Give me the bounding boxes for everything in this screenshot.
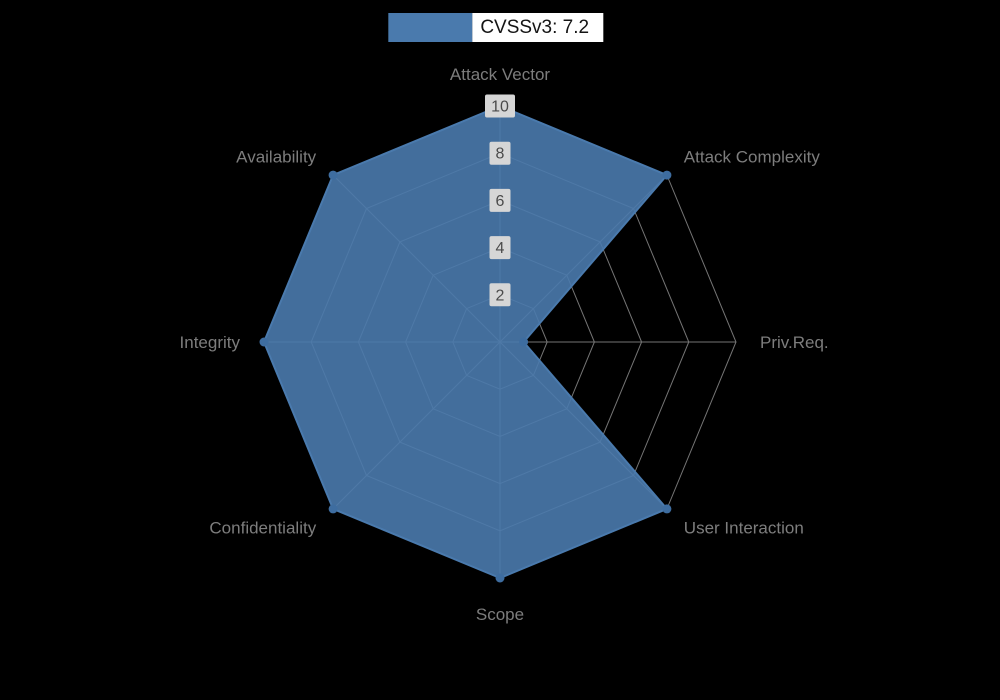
- series-vertex-dot: [662, 170, 672, 180]
- radial-tick-text: 10: [491, 99, 509, 116]
- axis-label-attack-complexity: Attack Complexity: [684, 148, 821, 167]
- legend-item-cvssv3[interactable]: CVSSv3: 7.2: [388, 13, 604, 42]
- radial-tick-box: [489, 141, 511, 165]
- radial-tick-label: 2: [489, 283, 511, 307]
- axis-label-scope: Scope: [476, 605, 524, 624]
- series-vertex-dot: [662, 504, 672, 514]
- series-vertex-dot: [259, 337, 269, 347]
- series-vertex-dot: [328, 504, 338, 514]
- axis-label-attack-vector: Attack Vector: [450, 65, 550, 84]
- axis-label-integrity: Integrity: [180, 333, 241, 352]
- series-vertex-dot: [328, 170, 338, 180]
- axis-label-availability: Availability: [236, 148, 317, 167]
- radial-tick-box: [489, 188, 511, 212]
- axis-label-confidentiality: Confidentiality: [209, 518, 316, 537]
- radial-tick-box: [485, 94, 515, 118]
- axis-label-priv-req: Priv.Req.: [760, 333, 829, 352]
- series-vertex-dot: [519, 337, 529, 347]
- radial-tick-box: [489, 283, 511, 307]
- series-vertex-dot: [495, 573, 505, 583]
- radial-tick-box: [489, 236, 511, 260]
- radial-tick-text: 8: [496, 146, 505, 163]
- radial-tick-label: 8: [489, 141, 511, 165]
- legend-label: CVSSv3: 7.2: [472, 13, 604, 42]
- axis-label-user-interaction: User Interaction: [684, 518, 804, 537]
- radial-tick-label: 6: [489, 188, 511, 212]
- radial-tick-label: 4: [489, 236, 511, 260]
- legend-swatch: [388, 13, 473, 42]
- radial-tick-text: 2: [496, 287, 505, 304]
- radial-tick-text: 6: [496, 193, 505, 210]
- radial-tick-text: 4: [496, 240, 505, 257]
- radial-tick-label: 10: [485, 94, 515, 118]
